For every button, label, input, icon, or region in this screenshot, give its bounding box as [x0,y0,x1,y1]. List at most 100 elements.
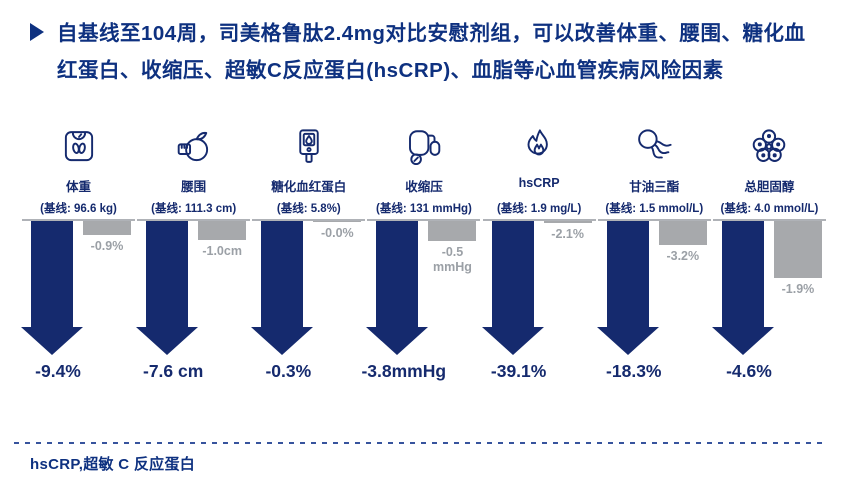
baseline-axis-line [137,219,251,221]
metric-column-cholesterol: 总胆固醇 (基线: 4.0 mmol/L) -1.9% -4.6% [711,124,826,382]
arrow-head [366,327,429,355]
placebo-group: -1.9% [773,221,822,297]
placebo-group: -0.5 mmHg [428,221,477,275]
placebo-value-label: -0.5 mmHg [433,245,472,274]
arrow-shaft [376,221,419,328]
baseline-axis-line [22,219,135,221]
baseline-axis-line [482,219,596,221]
metric-plot: -0.9% [21,219,135,355]
bullet-triangle-icon [30,23,44,41]
arrow-shaft [261,221,304,328]
treatment-value-label: -18.3% [606,361,662,381]
placebo-value-label: -0.0% [320,226,354,240]
baseline-axis-line [367,219,481,221]
metric-baseline: (基线: 4.0 mmol/L) [720,203,819,215]
glucose-meter-icon [288,124,330,169]
baseline-axis-line [252,219,366,221]
page-title: 自基线至104周，司美格鲁肽2.4mg对比安慰剂组，可以改善体重、腰围、糖化血 … [57,15,805,89]
metric-baseline: (基线: 131 mmHg) [376,203,472,215]
metric-label: 腰围 [181,180,207,194]
metric-column-hscrp: hsCRP (基线: 1.9 mg/L) -2.1% -39.1% [481,124,596,382]
placebo-bar [658,221,707,245]
arrow-shaft [606,221,649,328]
placebo-value-label: -3.2% [666,249,700,263]
metric-label: 总胆固醇 [744,180,795,194]
treatment-arrow [21,221,83,355]
cholesterol-molecules-icon [748,124,790,169]
weight-scale-icon [58,124,100,169]
placebo-group: -2.1% [543,221,592,242]
arrow-head [711,327,774,355]
treatment-value-label: -0.3% [265,361,312,381]
flame-icon [518,124,560,169]
waist-tape-apple-icon [173,124,215,169]
arrow-head [251,327,314,355]
metric-baseline: (基线: 96.6 kg) [40,203,117,215]
metric-plot: -0.5 mmHg [366,219,481,355]
footnote: hsCRP,超敏 C 反应蛋白 [30,456,196,473]
metric-plot: -0.0% [251,219,366,355]
placebo-value-label: -0.9% [90,239,124,253]
arrow-head [21,327,83,355]
arrow-shaft [146,221,189,328]
metric-column-sbp: 收缩压 (基线: 131 mmHg) -0.5 mmHg -3.8mmHg [361,124,481,382]
metric-label: 收缩压 [405,180,443,194]
metric-plot: -1.0cm [136,219,251,355]
treatment-value-label: -3.8mmHg [361,361,447,381]
placebo-group: -3.2% [658,221,707,264]
title-line-2: 红蛋白、收缩压、超敏C反应蛋白(hsCRP)、血脂等心血管疾病风险因素 [57,59,724,82]
metric-baseline: (基线: 111.3 cm) [151,203,237,215]
metric-label: 体重 [65,180,91,194]
metric-label: hsCRP [518,176,560,190]
placebo-bar [428,221,477,241]
treatment-arrow [136,221,199,355]
metrics-chart: 体重 (基线: 96.6 kg) -0.9% -9.4% [21,124,826,382]
metric-column-waist: 腰围 (基线: 111.3 cm) -1.0cm -7.6 cm [136,124,251,382]
placebo-bar [83,221,131,235]
placebo-value-label: -1.9% [781,282,815,296]
metric-plot: -3.2% [596,219,711,355]
baseline-axis-line [712,219,826,221]
metric-label: 甘油三酯 [629,180,680,194]
treatment-value-label: -7.6 cm [143,361,204,381]
treatment-value-label: -39.1% [490,361,547,381]
placebo-bar [198,221,247,240]
placebo-bar [773,221,822,278]
arrow-shaft [491,221,534,328]
placebo-bar [543,221,592,223]
baseline-axis-line [597,219,711,221]
metric-column-weight: 体重 (基线: 96.6 kg) -0.9% -9.4% [21,124,135,382]
arrow-head [136,327,199,355]
metric-baseline: (基线: 1.5 mmol/L) [605,203,704,215]
placebo-value-label: -1.0cm [202,244,242,258]
triglyceride-molecule-icon [633,124,675,169]
metric-column-triglycerides: 甘油三酯 (基线: 1.5 mmol/L) -3.2% -18.3% [596,124,711,382]
treatment-arrow [251,221,314,355]
dashed-divider [14,442,828,444]
arrow-head [596,327,659,355]
title-line-1: 自基线至104周，司美格鲁肽2.4mg对比安慰剂组，可以改善体重、腰围、糖化血 [57,22,806,45]
treatment-arrow [596,221,659,355]
arrow-head [481,327,544,355]
metric-column-hba1c: 糖化血红蛋白 (基线: 5.8%) -0.0% -0.3% [251,124,366,382]
placebo-group: -0.0% [313,221,362,241]
placebo-value-label: -2.1% [551,227,584,241]
treatment-arrow [711,221,774,355]
header: 自基线至104周，司美格鲁肽2.4mg对比安慰剂组，可以改善体重、腰围、糖化血 … [30,15,824,89]
treatment-arrow [366,221,429,355]
placebo-group: -0.9% [83,221,131,254]
treatment-value-label: -4.6% [726,361,772,381]
placebo-bar [313,221,362,222]
blood-pressure-monitor-icon [403,124,445,169]
metric-baseline: (基线: 5.8%) [276,203,341,215]
treatment-value-label: -9.4% [35,361,81,381]
placebo-group: -1.0cm [198,221,247,259]
metric-plot: -1.9% [711,219,826,355]
arrow-shaft [721,221,764,328]
arrow-shaft [31,221,73,328]
treatment-arrow [481,221,544,355]
metric-plot: -2.1% [481,219,596,355]
metric-label: 糖化血红蛋白 [271,180,347,194]
metric-baseline: (基线: 1.9 mg/L) [496,203,582,215]
